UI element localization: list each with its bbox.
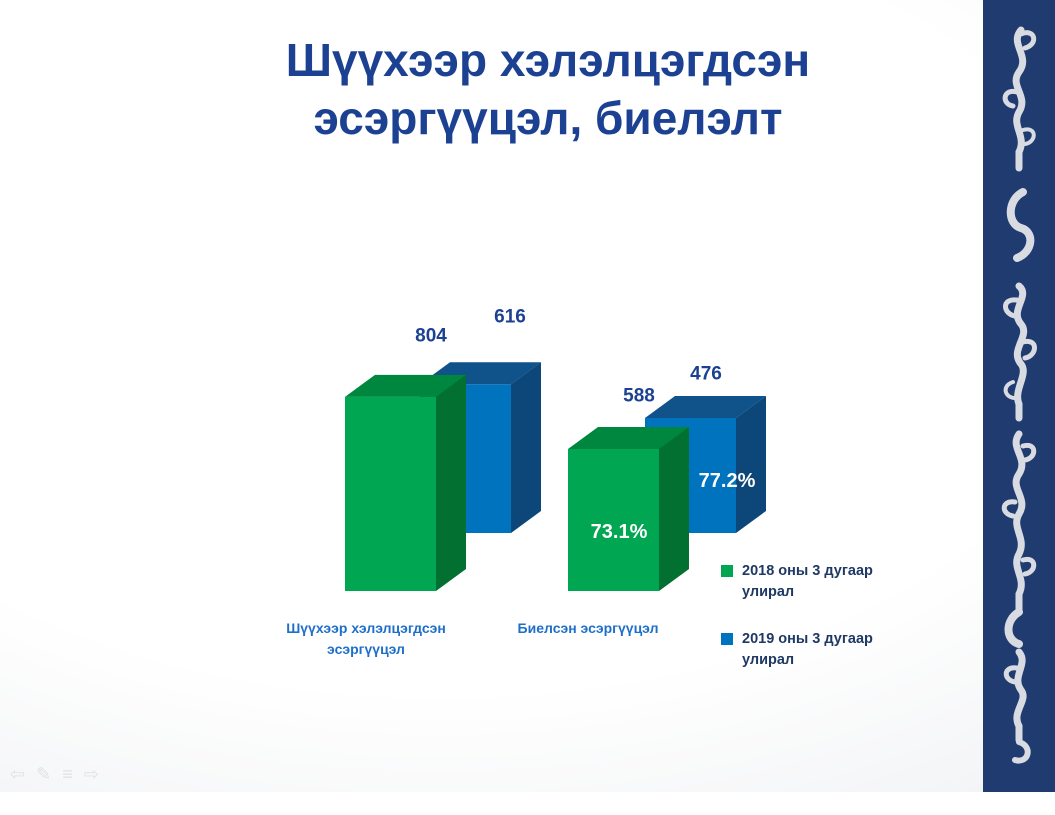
legend-item-2018: 2018 оны 3 дугаар улирал: [721, 561, 906, 602]
bar-value-label: 616: [494, 307, 526, 328]
bar-front: [345, 396, 436, 591]
legend-item-2019: 2019 оны 3 дугаар улирал: [721, 629, 906, 670]
bar-value-label: 476: [690, 364, 722, 385]
bar-percent-label: 73.1%: [591, 521, 648, 543]
bar-top: [345, 374, 466, 397]
slideshow-menu-icon[interactable]: ≡: [62, 764, 73, 784]
bar-percent-label: 77.2%: [699, 470, 756, 492]
window-margin: [0, 792, 1055, 815]
legend-label-2019: 2019 оны 3 дугаар улирал: [742, 631, 873, 668]
bar-side: [436, 374, 466, 591]
legend-swatch-2019-icon: [721, 633, 733, 646]
category-label-2: Биелсэн эсэргүүцэл: [517, 620, 659, 636]
chart-legend: 2018 оны 3 дугаар улирал 2019 оны 3 дуга…: [721, 561, 906, 670]
presenter-toolbar: ⇦ ✎ ≡ ⇨: [10, 763, 99, 785]
bar-side: [511, 362, 541, 533]
slide-title: Шүүхээр хэлэлцэгдсэн эсэргүүцэл, биелэлт: [285, 34, 811, 144]
legend-swatch-2018-icon: [721, 565, 733, 577]
bar-value-label: 588: [623, 386, 655, 407]
mongolian-script-decoration: [1001, 26, 1037, 764]
slide: Шүүхээр хэлэлцэгдсэн эсэргүүцэл, биелэлт…: [0, 0, 983, 792]
bar-side: [659, 426, 689, 591]
pen-tool-icon[interactable]: ✎: [36, 764, 52, 784]
category-label-1: Шүүхээр хэлэлцэгдсэн эсэргүүцэл: [286, 620, 446, 657]
bar-top: [568, 426, 689, 449]
bar-front: [568, 448, 659, 591]
bar-chart: 804 616 588 73.1% 476 77.2%: [345, 307, 766, 591]
sidebar-band: [983, 0, 1055, 792]
legend-label-2018: 2018 оны 3 дугаар улирал: [742, 563, 873, 600]
bar-value-label: 804: [415, 326, 447, 347]
previous-slide-icon[interactable]: ⇦: [10, 764, 26, 784]
next-slide-icon[interactable]: ⇨: [83, 764, 99, 784]
bar-side: [736, 396, 766, 533]
bar-top: [645, 396, 766, 419]
